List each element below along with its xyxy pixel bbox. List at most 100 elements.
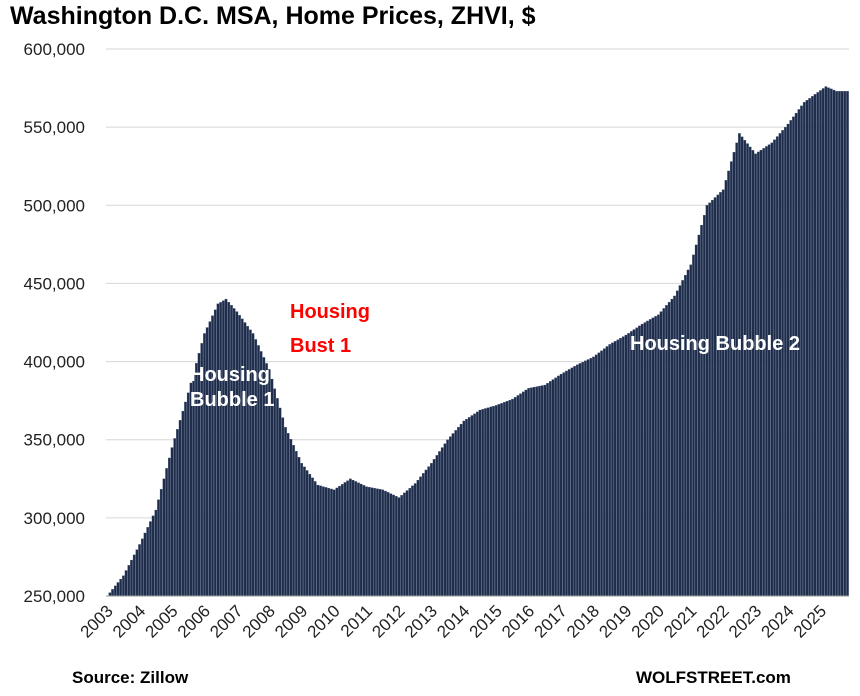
- y-tick-label: 350,000: [24, 431, 85, 450]
- bar: [292, 445, 295, 597]
- x-tick-label: 2022: [693, 601, 733, 641]
- bar: [354, 481, 358, 597]
- bar: [735, 142, 739, 597]
- bar: [548, 381, 552, 597]
- bar: [748, 146, 752, 597]
- bar: [427, 466, 430, 597]
- bar: [711, 199, 714, 597]
- bar: [124, 570, 128, 597]
- bar: [684, 274, 687, 597]
- bar: [570, 367, 574, 597]
- y-tick-label: 500,000: [24, 196, 85, 215]
- bar: [376, 488, 379, 597]
- bar: [743, 140, 747, 597]
- bar: [213, 309, 217, 597]
- x-tick-label: 2020: [628, 601, 668, 641]
- bar: [719, 192, 722, 597]
- bar: [700, 224, 703, 597]
- x-tick-label: 2025: [790, 601, 830, 641]
- bar: [230, 305, 233, 597]
- bar: [840, 91, 844, 597]
- bar: [408, 488, 412, 597]
- bar: [635, 327, 639, 597]
- bar: [451, 433, 455, 597]
- bar: [592, 356, 595, 597]
- bar: [762, 148, 766, 597]
- x-tick-label: 2015: [466, 601, 506, 641]
- annotation-text: Housing Bubble 2: [630, 333, 800, 355]
- x-tick-label: 2019: [595, 601, 635, 641]
- bar: [186, 392, 190, 597]
- x-tick-label: 2007: [206, 601, 246, 641]
- bar: [724, 180, 728, 597]
- bar: [373, 488, 376, 597]
- bar: [584, 360, 587, 597]
- bar: [276, 398, 279, 597]
- bar: [173, 438, 177, 597]
- bar: [562, 372, 566, 597]
- bar: [367, 486, 371, 597]
- bar: [176, 429, 179, 597]
- bar: [132, 554, 136, 597]
- x-tick-label: 2017: [531, 601, 571, 641]
- bar: [332, 489, 336, 597]
- bar: [594, 354, 598, 597]
- bar: [322, 486, 325, 597]
- bar: [165, 468, 168, 597]
- bar: [619, 338, 622, 597]
- bar: [378, 489, 382, 597]
- bar: [781, 130, 784, 597]
- bar: [381, 489, 385, 597]
- bar: [721, 189, 725, 597]
- bar: [216, 303, 220, 597]
- bar: [521, 391, 525, 597]
- bar: [327, 488, 331, 597]
- bar: [113, 585, 117, 597]
- x-tick-label: 2012: [368, 601, 408, 641]
- bar: [184, 401, 187, 597]
- bar: [616, 339, 620, 597]
- x-tick-label: 2004: [109, 601, 149, 641]
- bar: [519, 393, 522, 597]
- bar: [632, 329, 636, 597]
- bar: [765, 146, 768, 597]
- bar: [211, 315, 214, 597]
- bar: [808, 98, 811, 597]
- x-tick-label: 2018: [563, 601, 603, 641]
- x-tick-label: 2014: [433, 601, 473, 641]
- x-tick-label: 2023: [725, 601, 765, 641]
- bar: [821, 88, 825, 597]
- x-tick-label: 2016: [498, 601, 538, 641]
- bar: [151, 515, 155, 597]
- x-tick-label: 2013: [401, 601, 441, 641]
- bar: [508, 399, 512, 597]
- bar: [492, 405, 495, 597]
- bar: [600, 350, 603, 597]
- bar: [838, 91, 841, 597]
- bar: [651, 317, 655, 597]
- bar: [140, 538, 144, 597]
- bar: [119, 578, 122, 597]
- bar: [697, 234, 701, 597]
- bar: [138, 544, 141, 597]
- bar: [286, 433, 290, 597]
- bar: [843, 91, 847, 597]
- bar: [476, 411, 479, 597]
- bar: [278, 407, 282, 597]
- bar: [581, 361, 584, 597]
- y-tick-label: 550,000: [24, 118, 85, 137]
- bar: [157, 499, 160, 597]
- bar: [694, 244, 698, 597]
- bar: [389, 493, 393, 597]
- bar: [654, 316, 657, 597]
- bar: [154, 509, 158, 597]
- bar: [411, 485, 414, 597]
- y-tick-label: 600,000: [24, 40, 85, 59]
- bar: [219, 302, 222, 597]
- bar: [770, 142, 774, 597]
- x-tick-label: 2005: [141, 601, 181, 641]
- bar: [397, 497, 401, 597]
- bar: [435, 455, 439, 597]
- bar: [343, 482, 347, 597]
- bar: [503, 402, 506, 597]
